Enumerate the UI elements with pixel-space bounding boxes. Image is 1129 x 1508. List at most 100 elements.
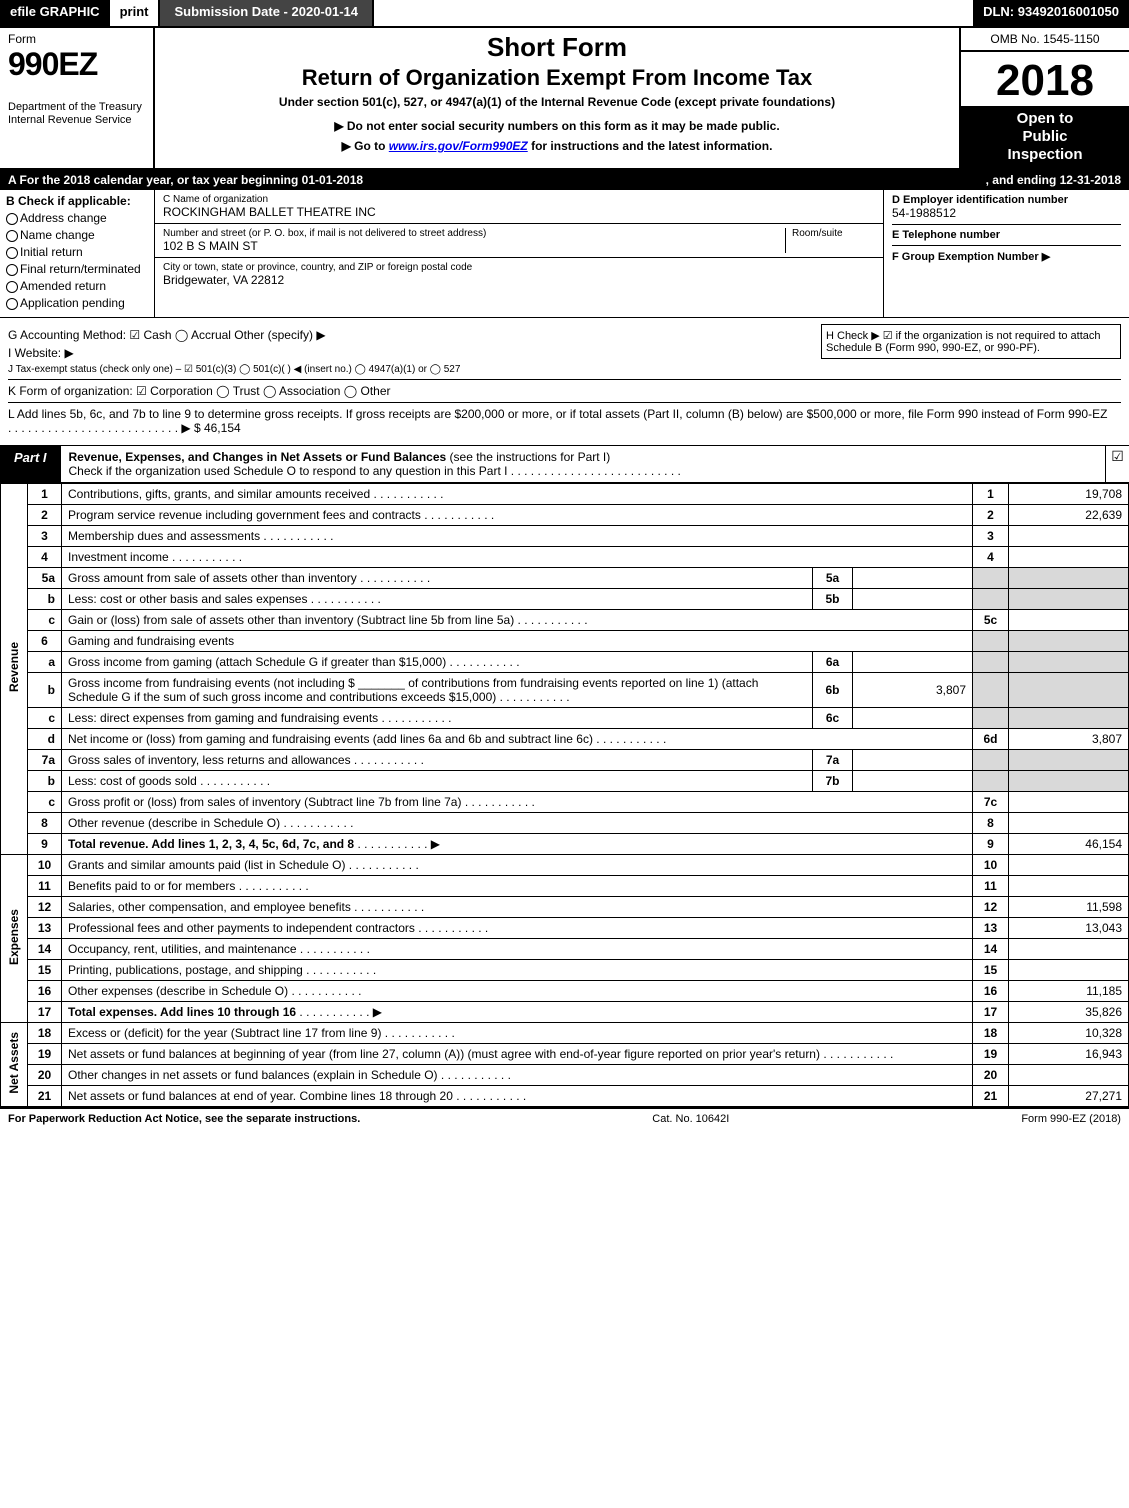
line-number: 21 (28, 1086, 62, 1107)
chk-initial-return[interactable]: Initial return (6, 245, 148, 259)
right-line-number: 18 (973, 1023, 1009, 1044)
header-left: Form 990EZ Department of the Treasury In… (0, 28, 155, 168)
group-expenses: Expenses (1, 855, 28, 1023)
line-number: c (28, 610, 62, 631)
street-label: Number and street (or P. O. box, if mail… (163, 228, 785, 239)
right-value (1009, 610, 1129, 631)
header-right: OMB No. 1545-1150 2018 Open to Public In… (959, 28, 1129, 168)
chk-amended-return[interactable]: Amended return (6, 279, 148, 293)
l-gross-receipts: L Add lines 5b, 6c, and 7b to line 9 to … (8, 407, 1121, 435)
mid-line-number: 7a (813, 750, 853, 771)
j-tax-exempt: J Tax-exempt status (check only one) – ☑… (8, 364, 1121, 375)
mid-line-number: 5b (813, 589, 853, 610)
right-line-number: 7c (973, 792, 1009, 813)
chk-name-change[interactable]: Name change (6, 228, 148, 242)
table-row: 21Net assets or fund balances at end of … (1, 1086, 1129, 1107)
right-line-number: 8 (973, 813, 1009, 834)
tax-year: 2018 (961, 52, 1129, 106)
right-line-number: 10 (973, 855, 1009, 876)
line-number: c (28, 708, 62, 729)
right-line-number: 21 (973, 1086, 1009, 1107)
dept-irs: Internal Revenue Service (8, 114, 145, 127)
right-line-number: 16 (973, 981, 1009, 1002)
cat-no: Cat. No. 10642I (652, 1113, 729, 1125)
table-row: 5aGross amount from sale of assets other… (1, 568, 1129, 589)
line-desc: Excess or (deficit) for the year (Subtra… (62, 1023, 973, 1044)
right-line-number: 19 (973, 1044, 1009, 1065)
form-header: Form 990EZ Department of the Treasury In… (0, 28, 1129, 170)
ssn-notice: ▶ Do not enter social security numbers o… (165, 119, 949, 133)
topbar: efile GRAPHIC print Submission Date - 20… (0, 0, 1129, 28)
table-row: bLess: cost of goods sold7b (1, 771, 1129, 792)
right-value (1009, 1065, 1129, 1086)
right-value (1009, 939, 1129, 960)
line-number: 12 (28, 897, 62, 918)
line-desc: Net assets or fund balances at beginning… (62, 1044, 973, 1065)
dept-treasury: Department of the Treasury (8, 101, 145, 114)
submission-date: Submission Date - 2020-01-14 (160, 0, 374, 26)
line-number: 8 (28, 813, 62, 834)
line-number: b (28, 771, 62, 792)
line-number: c (28, 792, 62, 813)
right-line-number: 4 (973, 547, 1009, 568)
line-desc: Gaming and fundraising events (62, 631, 973, 652)
line-desc: Total revenue. Add lines 1, 2, 3, 4, 5c,… (62, 834, 973, 855)
room-label: Room/suite (792, 228, 875, 239)
right-value (1009, 960, 1129, 981)
table-row: 12Salaries, other compensation, and empl… (1, 897, 1129, 918)
right-value (1009, 547, 1129, 568)
chk-application-pending[interactable]: Application pending (6, 296, 148, 310)
print-link[interactable]: print (110, 0, 161, 26)
mid-line-number: 6c (813, 708, 853, 729)
line-desc: Investment income (62, 547, 973, 568)
line-desc: Contributions, gifts, grants, and simila… (62, 484, 973, 505)
table-row: cLess: direct expenses from gaming and f… (1, 708, 1129, 729)
right-value (1009, 876, 1129, 897)
table-row: 7aGross sales of inventory, less returns… (1, 750, 1129, 771)
table-row: dNet income or (loss) from gaming and fu… (1, 729, 1129, 750)
l-value: ▶ $ 46,154 (181, 421, 240, 435)
line-desc: Gross income from fundraising events (no… (62, 673, 813, 708)
line-number: 14 (28, 939, 62, 960)
line-desc: Other changes in net assets or fund bala… (62, 1065, 973, 1086)
ein: 54-1988512 (892, 206, 1121, 220)
right-line-number: 15 (973, 960, 1009, 981)
line-desc: Gross income from gaming (attach Schedul… (62, 652, 813, 673)
right-line-number: 2 (973, 505, 1009, 526)
line-number: 2 (28, 505, 62, 526)
line-number: 5a (28, 568, 62, 589)
line-desc: Other expenses (describe in Schedule O) (62, 981, 973, 1002)
mid-value (853, 708, 973, 729)
right-value: 19,708 (1009, 484, 1129, 505)
irs-link[interactable]: www.irs.gov/Form990EZ (389, 139, 528, 153)
table-row: 19Net assets or fund balances at beginni… (1, 1044, 1129, 1065)
table-row: 4Investment income4 (1, 547, 1129, 568)
chk-address-change[interactable]: Address change (6, 211, 148, 225)
part-i-checkbox[interactable]: ☑ (1105, 446, 1129, 482)
city-label: City or town, state or province, country… (163, 262, 875, 273)
chk-final-return[interactable]: Final return/terminated (6, 262, 148, 276)
table-row: 13Professional fees and other payments t… (1, 918, 1129, 939)
line-desc: Occupancy, rent, utilities, and maintena… (62, 939, 973, 960)
right-line-number: 11 (973, 876, 1009, 897)
city: Bridgewater, VA 22812 (163, 273, 875, 287)
right-line-number: 3 (973, 526, 1009, 547)
line-desc: Professional fees and other payments to … (62, 918, 973, 939)
col-c-orginfo: C Name of organization ROCKINGHAM BALLET… (155, 190, 884, 317)
right-value (1009, 855, 1129, 876)
right-line-number: 14 (973, 939, 1009, 960)
mid-line-number: 6a (813, 652, 853, 673)
line-number: 6 (28, 631, 62, 652)
line-number: 13 (28, 918, 62, 939)
right-line-number: 12 (973, 897, 1009, 918)
line-number: 3 (28, 526, 62, 547)
line-number: 17 (28, 1002, 62, 1023)
table-row: 3Membership dues and assessments3 (1, 526, 1129, 547)
under-section: Under section 501(c), 527, or 4947(a)(1)… (165, 95, 949, 109)
right-value: 3,807 (1009, 729, 1129, 750)
mid-line-number: 5a (813, 568, 853, 589)
paperwork-notice: For Paperwork Reduction Act Notice, see … (8, 1113, 360, 1125)
line-number: 19 (28, 1044, 62, 1065)
line-number: a (28, 652, 62, 673)
line-desc: Net income or (loss) from gaming and fun… (62, 729, 973, 750)
